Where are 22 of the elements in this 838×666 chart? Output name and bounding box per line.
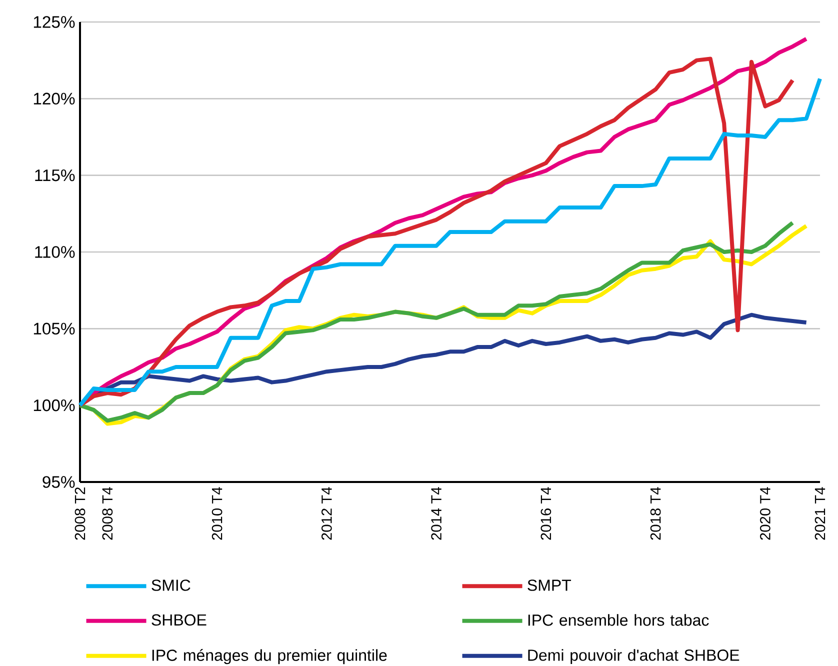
x-tick-label: 2012 T4 [321, 487, 332, 540]
x-tick-label: 2018 T4 [650, 487, 661, 540]
x-tick-label: 2008 T4 [102, 487, 113, 540]
y-tick-label: 105% [34, 322, 75, 335]
y-tick-label: 125% [34, 16, 75, 28]
legend-label: SMPT [528, 580, 572, 591]
y-tick-label: 100% [34, 399, 75, 412]
x-tick-label: 2016 T4 [540, 487, 552, 540]
y-tick-label: 95% [42, 476, 75, 488]
x-tick-label: 2021 T4 [814, 487, 826, 540]
y-tick-label: 120% [34, 92, 75, 105]
legend-label: Demi pouvoir d'achat SHBOE [528, 649, 740, 664]
x-tick-label: 2014 T4 [431, 487, 442, 540]
legend-label: IPC ensemble hors tabac [528, 614, 709, 626]
legend-label: SMIC [152, 580, 190, 591]
x-tick-label: 2008 T2 [74, 487, 86, 540]
y-tick-label: 110% [35, 246, 75, 258]
y-tick-label: 115% [35, 169, 75, 182]
legend-label: SHBOE [152, 614, 206, 626]
legend-label: IPC ménages du premier quintile [152, 649, 387, 664]
x-tick-label: 2010 T4 [212, 487, 222, 540]
x-tick-label: 2020 T4 [760, 487, 770, 540]
